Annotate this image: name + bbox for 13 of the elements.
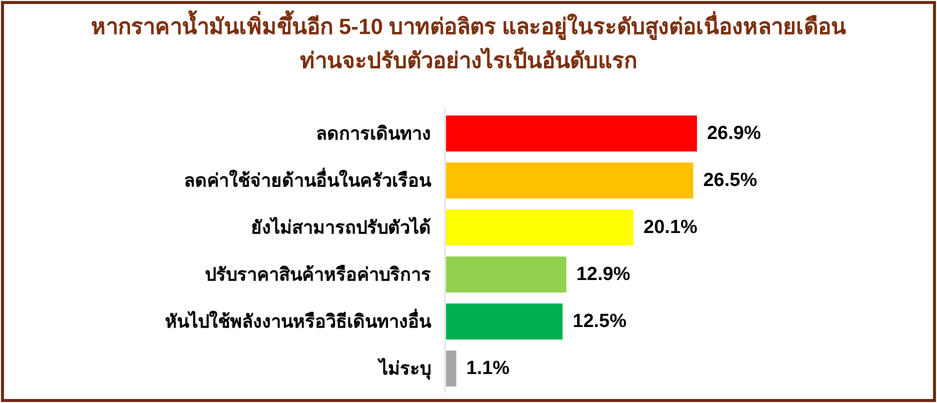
y-tick-label: ไม่ระบุ bbox=[377, 358, 431, 380]
data-label: 26.5% bbox=[703, 170, 758, 191]
data-label: 20.1% bbox=[644, 217, 698, 238]
y-tick-label: ลดการเดินทาง bbox=[316, 124, 431, 144]
data-label: 1.1% bbox=[466, 358, 510, 379]
y-tick-label: หันไปใช้พลังงานหรือวิธีเดินทางอื่น bbox=[165, 308, 432, 332]
chart-title: หากราคาน้ำมันเพิ่มขึ้นอีก 5-10 บาทต่อลิตร และอยู่ในระดับสูงต่อเนื่องหลายเดือน ท่านจะปรับตัวอย่างไรเป็นอันดับแรก bbox=[90, 10, 848, 75]
data-label: 12.9% bbox=[576, 264, 630, 285]
y-tick-label: ปรับราคาสินค้าหรือค่าบริการ bbox=[205, 264, 431, 284]
y-tick-label: ลดค่าใช้จ่ายด้านอื่นในครัวเรือน bbox=[184, 168, 432, 190]
data-label: 12.5% bbox=[572, 311, 627, 332]
y-tick-label: ยังไม่สามารถปรับตัวได้ bbox=[251, 216, 431, 238]
data-label: 26.9% bbox=[706, 123, 761, 144]
